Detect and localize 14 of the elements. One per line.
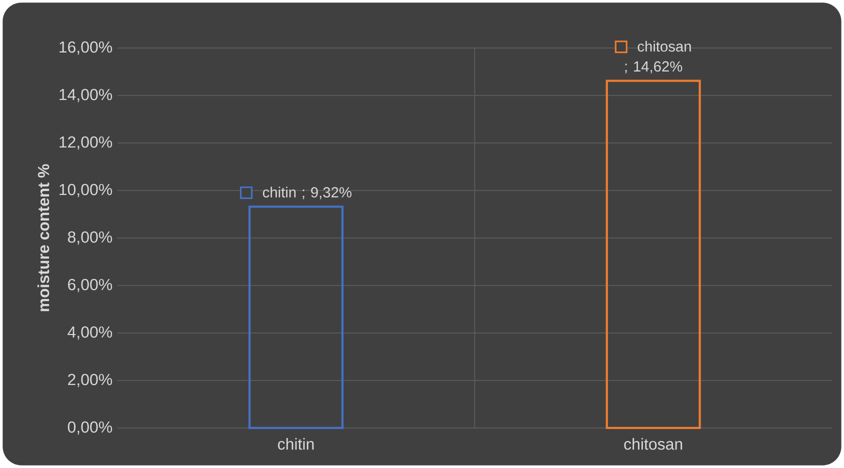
y-tick-label: 10,00% [60,184,112,198]
y-tick-label: 0,00% [68,421,112,435]
y-tick-label: 14,00% [60,88,112,102]
y-tick-label: 2,00% [68,374,112,388]
y-tick-label: 12,00% [60,136,112,150]
x-tick-label: chitosan [624,438,682,450]
x-tick-label: chitin [278,438,314,450]
y-axis-title: moisture content % [37,164,50,312]
y-tick-label: 8,00% [68,231,112,245]
data-label: chitin ; 9,32% [262,186,352,200]
y-tick-label: 6,00% [68,278,112,292]
y-tick-label: 4,00% [68,326,112,340]
data-label: chitosan ; 14,62% [625,40,691,74]
y-tick-label: 16,00% [60,41,112,55]
